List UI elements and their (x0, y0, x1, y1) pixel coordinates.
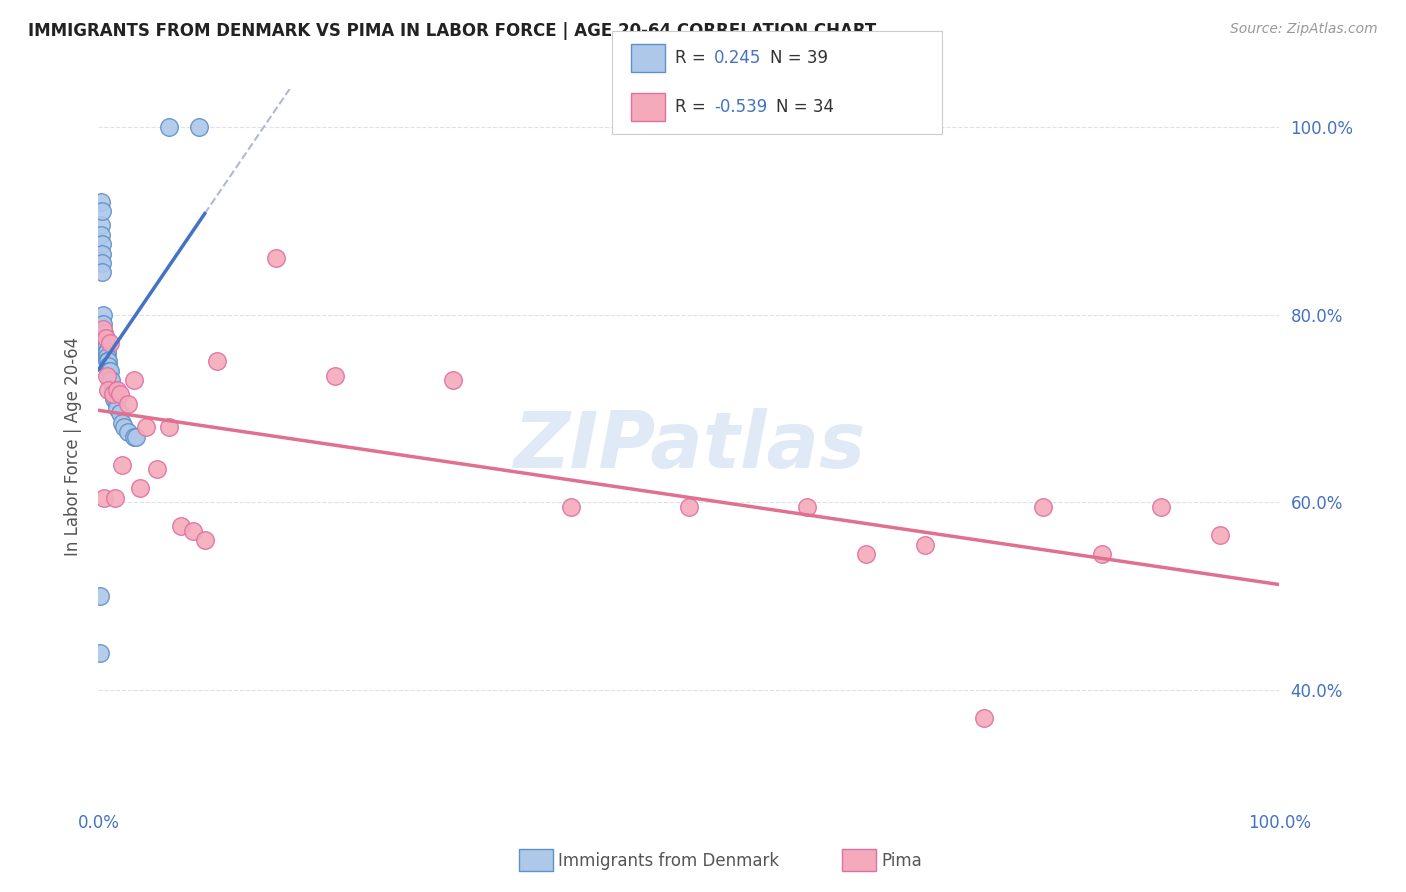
Point (111, 458, 134, 472)
Point (93, 331, 115, 345)
Y-axis label: In Labor Force | Age 20-64: In Labor Force | Age 20-64 (65, 336, 83, 556)
Point (105, 383, 128, 397)
Text: ZIPatlas: ZIPatlas (513, 408, 865, 484)
Point (111, 416, 134, 430)
Point (96, 368, 118, 383)
Point (103, 392, 125, 406)
Point (89, 646, 111, 660)
Point (194, 533, 217, 547)
Point (112, 420, 135, 434)
Point (264, 251, 287, 265)
Text: Source: ZipAtlas.com: Source: ZipAtlas.com (1230, 22, 1378, 37)
Text: N = 34: N = 34 (776, 98, 834, 116)
Point (97, 383, 120, 397)
Point (101, 387, 124, 401)
Point (91, 265, 114, 279)
Text: N = 39: N = 39 (770, 49, 828, 67)
Point (93, 491, 115, 505)
Point (170, 518, 193, 533)
Point (125, 429, 148, 443)
Point (91, 256, 114, 270)
Point (91, 317, 114, 331)
Point (157, 420, 180, 434)
Text: Pima: Pima (882, 852, 922, 870)
Point (157, 120, 180, 134)
Point (108, 387, 131, 401)
Point (1209, 528, 1232, 542)
Point (94, 345, 117, 359)
Point (90, 219, 112, 233)
Point (105, 401, 128, 416)
Point (89, 589, 111, 603)
Point (128, 481, 150, 495)
Point (90, 227, 112, 242)
Point (98, 364, 121, 378)
Text: 0.245: 0.245 (714, 49, 762, 67)
Point (105, 392, 128, 406)
Point (91, 321, 114, 335)
Point (101, 383, 124, 397)
Text: -0.539: -0.539 (714, 98, 768, 116)
Point (1032, 500, 1054, 514)
Point (93, 326, 115, 341)
Point (122, 429, 145, 443)
Point (796, 500, 818, 514)
Point (96, 345, 118, 359)
Point (323, 368, 346, 383)
Point (1091, 547, 1114, 561)
Point (91, 246, 114, 260)
Point (441, 373, 464, 387)
Point (97, 359, 120, 374)
Point (98, 373, 121, 387)
Text: R =: R = (675, 49, 711, 67)
Point (94, 331, 117, 345)
Text: IMMIGRANTS FROM DENMARK VS PIMA IN LABOR FORCE | AGE 20-64 CORRELATION CHART: IMMIGRANTS FROM DENMARK VS PIMA IN LABOR… (28, 22, 876, 40)
Point (117, 397, 139, 411)
Point (91, 237, 114, 252)
Point (94, 335, 117, 350)
Point (855, 547, 877, 561)
Point (108, 406, 131, 420)
Point (93, 335, 115, 350)
Point (146, 462, 169, 476)
Point (98, 335, 121, 350)
Point (96, 354, 118, 368)
Point (205, 354, 228, 368)
Point (187, 120, 209, 134)
Point (104, 491, 127, 505)
Point (122, 373, 145, 387)
Point (678, 500, 700, 514)
Point (91, 204, 114, 219)
Text: R =: R = (675, 98, 711, 116)
Text: Immigrants from Denmark: Immigrants from Denmark (558, 852, 779, 870)
Point (98, 364, 121, 378)
Point (973, 711, 995, 725)
Point (560, 500, 582, 514)
Point (135, 420, 157, 434)
Point (914, 538, 936, 552)
Point (1150, 500, 1173, 514)
Point (90, 194, 112, 209)
Point (181, 524, 204, 538)
Point (96, 350, 118, 364)
Point (97, 354, 120, 368)
Point (94, 340, 117, 354)
Point (117, 425, 139, 439)
Point (91, 308, 114, 322)
Point (100, 373, 122, 387)
